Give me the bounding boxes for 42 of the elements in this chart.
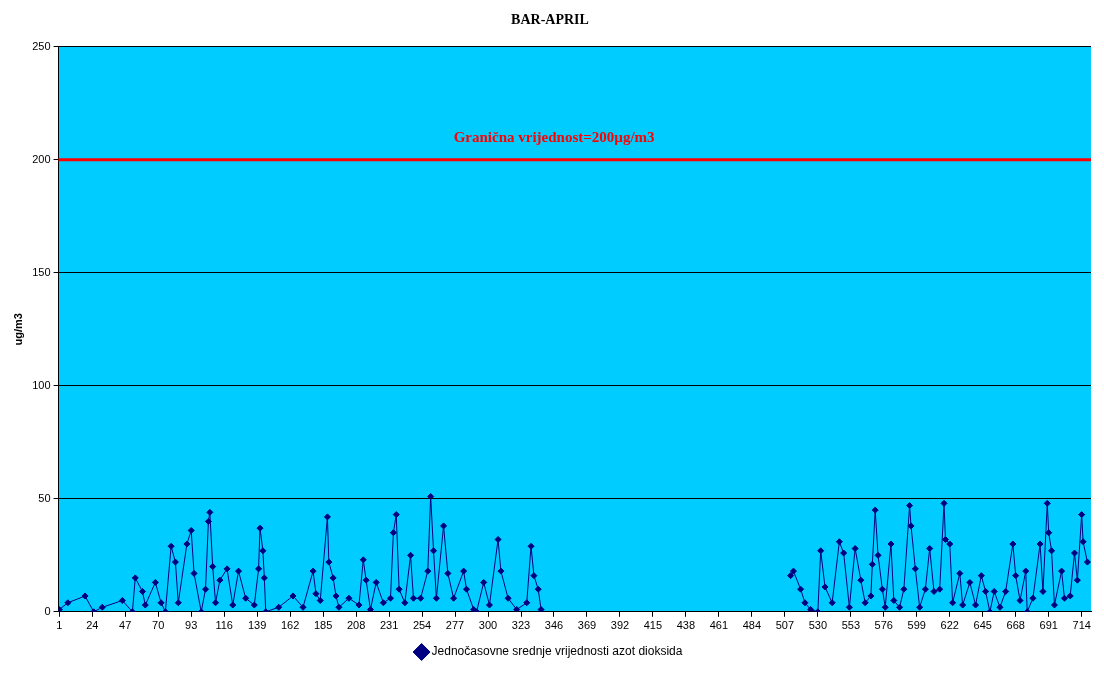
ref-line-label: Granična vrijednost=200µg/m3 (453, 129, 655, 146)
x-tick-label: 185 (313, 619, 333, 632)
x-tick-label: 438 (676, 619, 696, 632)
x-tick-label: 323 (511, 619, 531, 632)
x-tick-label: 254 (412, 619, 432, 632)
legend-label: Jednočasovne srednje vrijednosti azot dioksida (431, 644, 683, 659)
x-tick-label: 530 (808, 619, 828, 632)
x-tick-label: 208 (346, 619, 366, 632)
y-tick-label: 250 (32, 39, 51, 52)
x-tick-label: 70 (152, 619, 165, 632)
x-tick-label: 346 (544, 619, 564, 632)
x-tick-label: 277 (445, 619, 465, 632)
x-tick-label: 162 (280, 619, 300, 632)
y-tick-label: 100 (32, 378, 51, 391)
x-tick-label: 599 (907, 619, 926, 632)
chart-title: BAR-APRIL (511, 12, 589, 28)
x-tick-label: 116 (215, 619, 233, 632)
x-tick-label: 392 (610, 619, 630, 632)
y-axis-title: ug/m3 (11, 313, 24, 346)
y-tick-label: 150 (32, 265, 51, 278)
x-tick-label: 576 (874, 619, 893, 632)
x-tick-label: 714 (1072, 619, 1091, 632)
x-tick-label: 668 (1006, 619, 1025, 632)
x-tick-label: 622 (940, 619, 959, 632)
x-tick-label: 553 (841, 619, 860, 632)
y-tick-label: 200 (32, 152, 51, 165)
x-tick-label: 231 (379, 619, 399, 632)
x-tick-label: 24 (86, 619, 99, 632)
x-tick-label: 484 (742, 619, 762, 632)
y-tick-label: 50 (38, 491, 51, 504)
x-tick-label: 93 (185, 619, 198, 632)
x-tick-label: 1 (56, 619, 63, 632)
x-tick-label: 47 (119, 619, 132, 632)
x-tick-label: 139 (247, 619, 267, 632)
x-tick-label: 691 (1039, 619, 1058, 632)
x-tick-label: 415 (643, 619, 663, 632)
x-tick-label: 507 (775, 619, 795, 632)
x-tick-label: 300 (478, 619, 498, 632)
x-tick-label: 461 (709, 619, 729, 632)
x-tick-label: 645 (973, 619, 992, 632)
x-tick-label: 369 (577, 619, 597, 632)
y-tick-label: 0 (44, 604, 51, 617)
